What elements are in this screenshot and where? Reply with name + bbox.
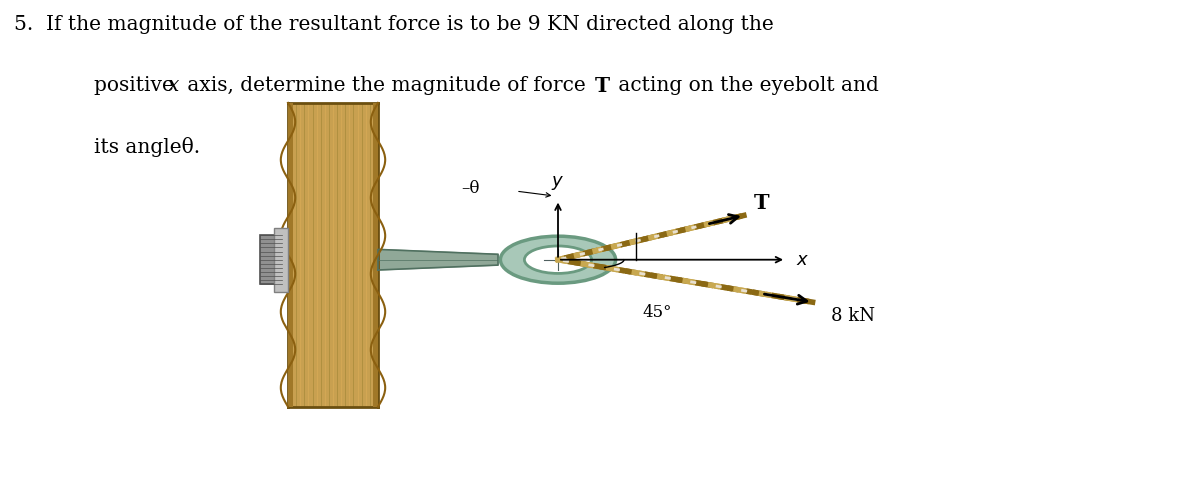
Polygon shape <box>378 249 498 270</box>
Bar <box>288 103 378 407</box>
Circle shape <box>524 246 592 273</box>
Text: T: T <box>595 76 611 96</box>
Text: $x$: $x$ <box>796 251 809 269</box>
Text: axis, determine the magnitude of force: axis, determine the magnitude of force <box>181 76 593 95</box>
Text: acting on the eyebolt and: acting on the eyebolt and <box>612 76 878 95</box>
Text: positive: positive <box>94 76 180 95</box>
Bar <box>260 235 282 284</box>
Text: x: x <box>168 76 179 95</box>
Text: $y$: $y$ <box>551 174 565 192</box>
Text: 5.  If the magnitude of the resultant force is to be 9 KN directed along the: 5. If the magnitude of the resultant for… <box>14 15 774 34</box>
Text: its angleθ.: its angleθ. <box>94 137 199 157</box>
Bar <box>373 103 378 407</box>
Text: –θ: –θ <box>462 180 480 197</box>
Text: 45°: 45° <box>642 304 672 321</box>
Circle shape <box>500 236 616 283</box>
Text: T: T <box>754 193 769 213</box>
Text: 8 kN: 8 kN <box>830 307 875 325</box>
Bar <box>274 228 288 292</box>
Bar <box>288 103 293 407</box>
